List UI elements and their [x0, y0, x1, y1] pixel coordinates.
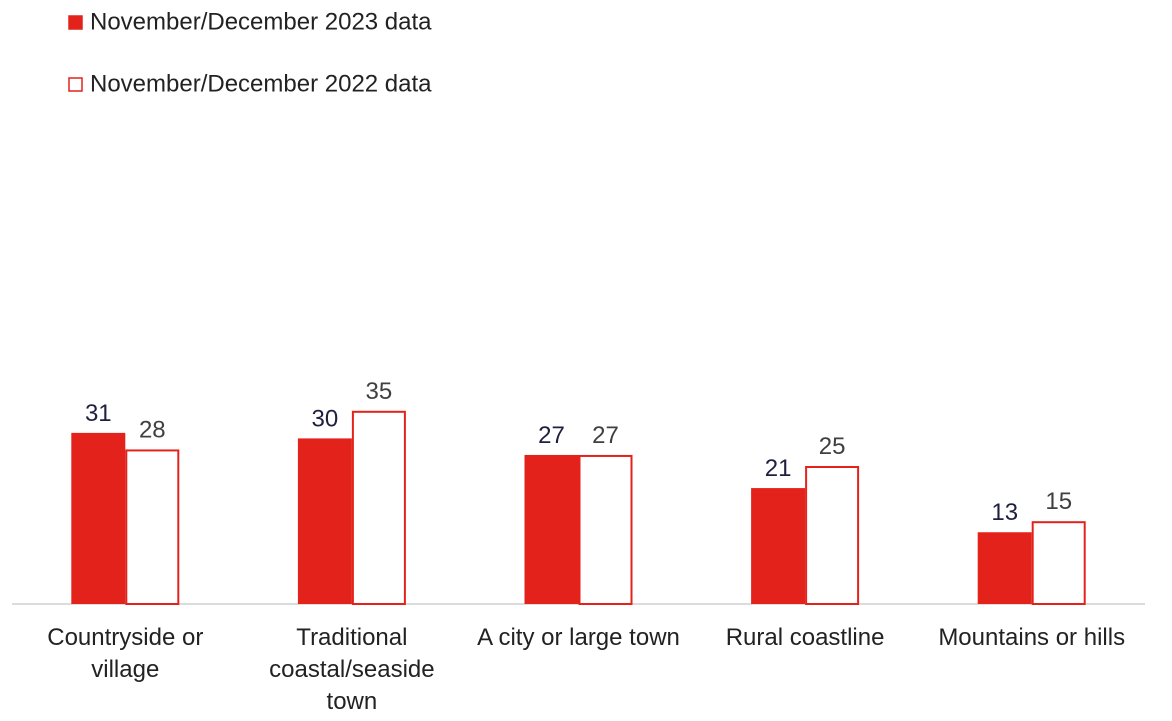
value-label: 35 — [366, 378, 393, 405]
bar — [578, 454, 633, 605]
value-label: 27 — [592, 422, 619, 449]
category-label: Countryside or village — [47, 624, 204, 683]
legend-label: November/December 2022 data — [90, 70, 432, 97]
value-label: 25 — [819, 433, 846, 460]
category-label: Traditional coastal/seaside town — [269, 624, 435, 715]
value-label: 21 — [765, 455, 792, 482]
legend-swatch — [68, 15, 83, 30]
value-label: 28 — [139, 416, 166, 443]
value-label: 27 — [538, 422, 565, 449]
bar — [125, 449, 180, 605]
legend-label: November/December 2023 data — [90, 8, 432, 35]
bar — [297, 438, 352, 604]
bar — [977, 532, 1032, 604]
bar — [1031, 521, 1086, 606]
value-label: 15 — [1045, 488, 1072, 515]
bar — [351, 410, 406, 605]
bar — [524, 454, 579, 604]
value-label: 31 — [85, 400, 112, 427]
value-label: 30 — [312, 405, 339, 432]
value-label: 13 — [991, 499, 1018, 526]
bar — [805, 466, 860, 605]
bar — [751, 488, 806, 604]
category-label: A city or large town — [477, 624, 680, 651]
category-label: Mountains or hills — [938, 624, 1126, 651]
legend-swatch — [68, 77, 83, 92]
category-label: Rural coastline — [725, 624, 885, 651]
bar — [71, 432, 126, 604]
